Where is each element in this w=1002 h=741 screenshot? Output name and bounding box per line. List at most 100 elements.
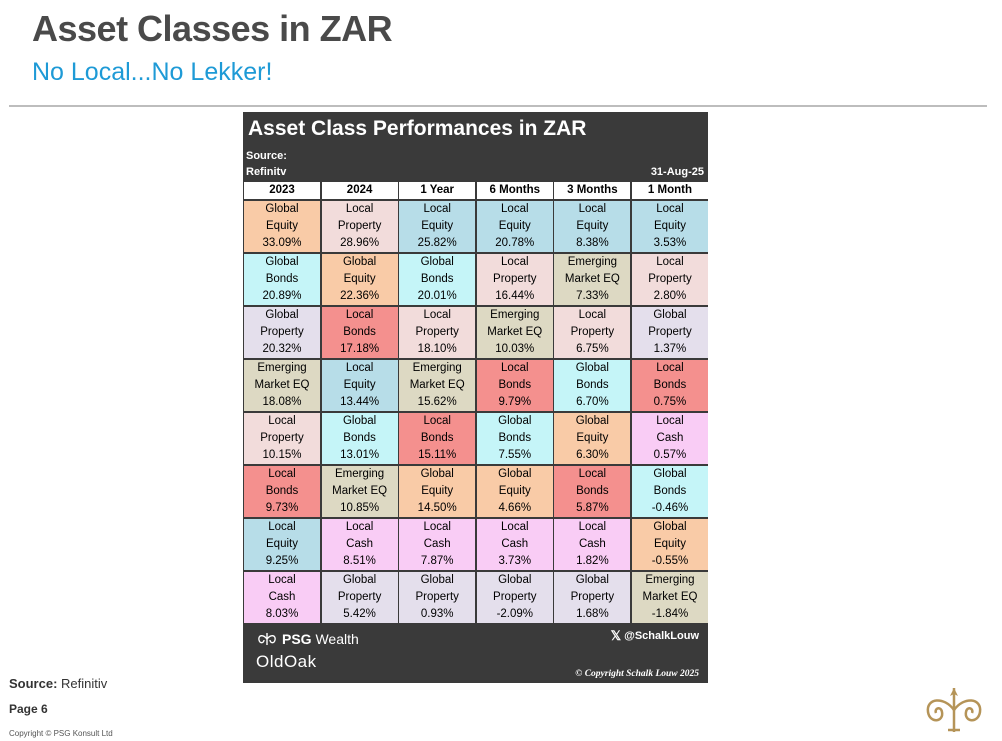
cell-asset-label: Equity bbox=[653, 220, 686, 232]
oldoak-logo: OldOak bbox=[256, 652, 317, 671]
cell-asset-label: Global bbox=[498, 415, 532, 427]
performance-cell: Local Property 6.75% bbox=[554, 307, 631, 358]
cell-asset-label: Emerging bbox=[334, 468, 385, 480]
cell-asset-label: Global bbox=[498, 468, 532, 480]
cell-asset-label: Local bbox=[423, 203, 451, 215]
cell-return-value: 7.33% bbox=[576, 290, 609, 302]
cell-return-value: 1.37% bbox=[653, 343, 687, 355]
cell-asset-label: Property bbox=[337, 591, 382, 603]
cell-asset-label: Market EQ bbox=[254, 379, 310, 391]
footer-copyright: Copyright © PSG Konsult Ltd bbox=[9, 729, 113, 738]
performance-cell: Local Bonds 0.75% bbox=[631, 360, 708, 411]
cell-asset-label: Equity bbox=[576, 220, 609, 232]
cell-asset-label: Property bbox=[415, 326, 459, 338]
cell-asset-label: Emerging bbox=[490, 309, 540, 321]
performance-cell: Global Equity -0.55% bbox=[631, 519, 708, 570]
cell-asset-label: Global bbox=[342, 574, 377, 586]
cell-return-value: 4.66% bbox=[498, 502, 532, 514]
performance-cell: Local Cash 1.82% bbox=[554, 519, 631, 570]
cell-asset-label: Bonds bbox=[498, 432, 532, 444]
cell-asset-label: Equity bbox=[653, 538, 686, 550]
cell-return-value: 0.75% bbox=[653, 396, 687, 408]
cell-asset-label: Local bbox=[423, 309, 451, 321]
performance-cell: Global Property -2.09% bbox=[476, 572, 553, 623]
cell-asset-label: Local bbox=[656, 256, 684, 268]
cell-return-value: 3.73% bbox=[498, 555, 532, 567]
performance-grid: 2023 2024 1 Year 6 Months 3 Months 1 Month Glo… bbox=[244, 182, 708, 625]
cell-asset-label: Local bbox=[501, 203, 529, 215]
performance-cell: Global Property 0.93% bbox=[399, 572, 476, 623]
cell-asset-label: Property bbox=[493, 591, 537, 603]
performance-cell: Emerging Market EQ -1.84% bbox=[631, 572, 708, 623]
cell-asset-label: Local bbox=[345, 309, 374, 321]
cell-return-value: 20.78% bbox=[495, 237, 535, 249]
cell-asset-label: Local bbox=[423, 415, 451, 427]
performance-cell: Local Cash 7.87% bbox=[399, 519, 476, 570]
cell-asset-label: Local bbox=[656, 203, 684, 215]
cell-return-value: 20.89% bbox=[262, 290, 302, 302]
cell-asset-label: Property bbox=[415, 591, 459, 603]
cell-asset-label: Bonds bbox=[343, 326, 376, 338]
cell-return-value: 0.57% bbox=[653, 449, 687, 461]
cell-asset-label: Market EQ bbox=[409, 379, 465, 391]
performance-cell: Global Equity 6.30% bbox=[554, 413, 631, 464]
cell-asset-label: Market EQ bbox=[564, 273, 620, 285]
cell-return-value: 6.30% bbox=[576, 449, 609, 461]
cell-return-value: 17.18% bbox=[340, 343, 380, 355]
cell-return-value: 13.01% bbox=[340, 449, 380, 461]
cell-return-value: 8.38% bbox=[576, 237, 609, 249]
cell-return-value: 8.03% bbox=[265, 608, 299, 620]
cell-return-value: -2.09% bbox=[496, 608, 533, 620]
cell-return-value: 25.82% bbox=[417, 237, 457, 249]
cell-asset-label: Local bbox=[656, 415, 684, 427]
cell-asset-label: Global bbox=[653, 521, 687, 533]
cell-asset-label: Equity bbox=[343, 273, 376, 285]
twitter-handle: 𝕏 @SchalkLouw bbox=[611, 628, 699, 644]
performance-cell: Local Cash 3.73% bbox=[476, 519, 553, 570]
page-number: Page 6 bbox=[9, 702, 48, 716]
cell-asset-label: Property bbox=[260, 326, 304, 338]
psg-wealth-text: PSG Wealth bbox=[282, 631, 359, 647]
cell-asset-label: Cash bbox=[656, 432, 684, 444]
column-header: 3 Months bbox=[554, 182, 631, 199]
column-header: 1 Year bbox=[399, 182, 476, 199]
performance-cell: Local Property 10.15% bbox=[244, 413, 320, 464]
slide-subtitle: No Local...No Lekker! bbox=[32, 58, 273, 86]
cell-return-value: 7.87% bbox=[420, 555, 454, 567]
performance-cell: Global Property 1.68% bbox=[554, 572, 631, 623]
performance-cell: Local Equity 8.38% bbox=[554, 201, 631, 252]
cell-return-value: 28.96% bbox=[340, 237, 380, 249]
cell-return-value: 16.44% bbox=[495, 290, 535, 302]
cell-asset-label: Global bbox=[653, 468, 687, 480]
cell-asset-label: Bonds bbox=[265, 273, 299, 285]
performance-cell: Global Bonds 6.70% bbox=[554, 360, 631, 411]
performance-cell: Local Cash 0.57% bbox=[631, 413, 708, 464]
cell-asset-label: Global bbox=[575, 362, 609, 374]
cell-return-value: 0.93% bbox=[420, 608, 454, 620]
cell-asset-label: Global bbox=[498, 574, 532, 586]
cell-return-value: 10.03% bbox=[495, 343, 535, 355]
cell-return-value: 6.70% bbox=[576, 396, 609, 408]
cell-asset-label: Global bbox=[342, 256, 377, 268]
performance-cell: Global Equity 4.66% bbox=[476, 466, 553, 517]
performance-cell: Local Bonds 9.79% bbox=[476, 360, 553, 411]
title-divider bbox=[9, 105, 987, 107]
card-title: Asset Class Performances in ZAR bbox=[248, 117, 587, 140]
cell-return-value: 3.53% bbox=[653, 237, 687, 249]
cell-asset-label: Emerging bbox=[567, 256, 617, 268]
cell-asset-label: Local bbox=[345, 362, 374, 374]
cell-asset-label: Cash bbox=[501, 538, 529, 550]
cell-asset-label: Global bbox=[342, 415, 377, 427]
performance-cell: Local Property 18.10% bbox=[399, 307, 476, 358]
cell-asset-label: Global bbox=[575, 574, 609, 586]
cell-asset-label: Local bbox=[268, 415, 296, 427]
cell-asset-label: Global bbox=[420, 574, 454, 586]
performance-cell: Global Bonds 7.55% bbox=[476, 413, 553, 464]
cell-asset-label: Bonds bbox=[498, 379, 532, 391]
cell-asset-label: Local bbox=[578, 521, 607, 533]
performance-cell: Local Equity 3.53% bbox=[631, 201, 708, 252]
performance-cell: Global Bonds 20.01% bbox=[399, 254, 476, 305]
cell-return-value: 9.25% bbox=[265, 555, 299, 567]
cell-asset-label: Global bbox=[653, 309, 687, 321]
performance-cell: Emerging Market EQ 10.85% bbox=[321, 466, 398, 517]
